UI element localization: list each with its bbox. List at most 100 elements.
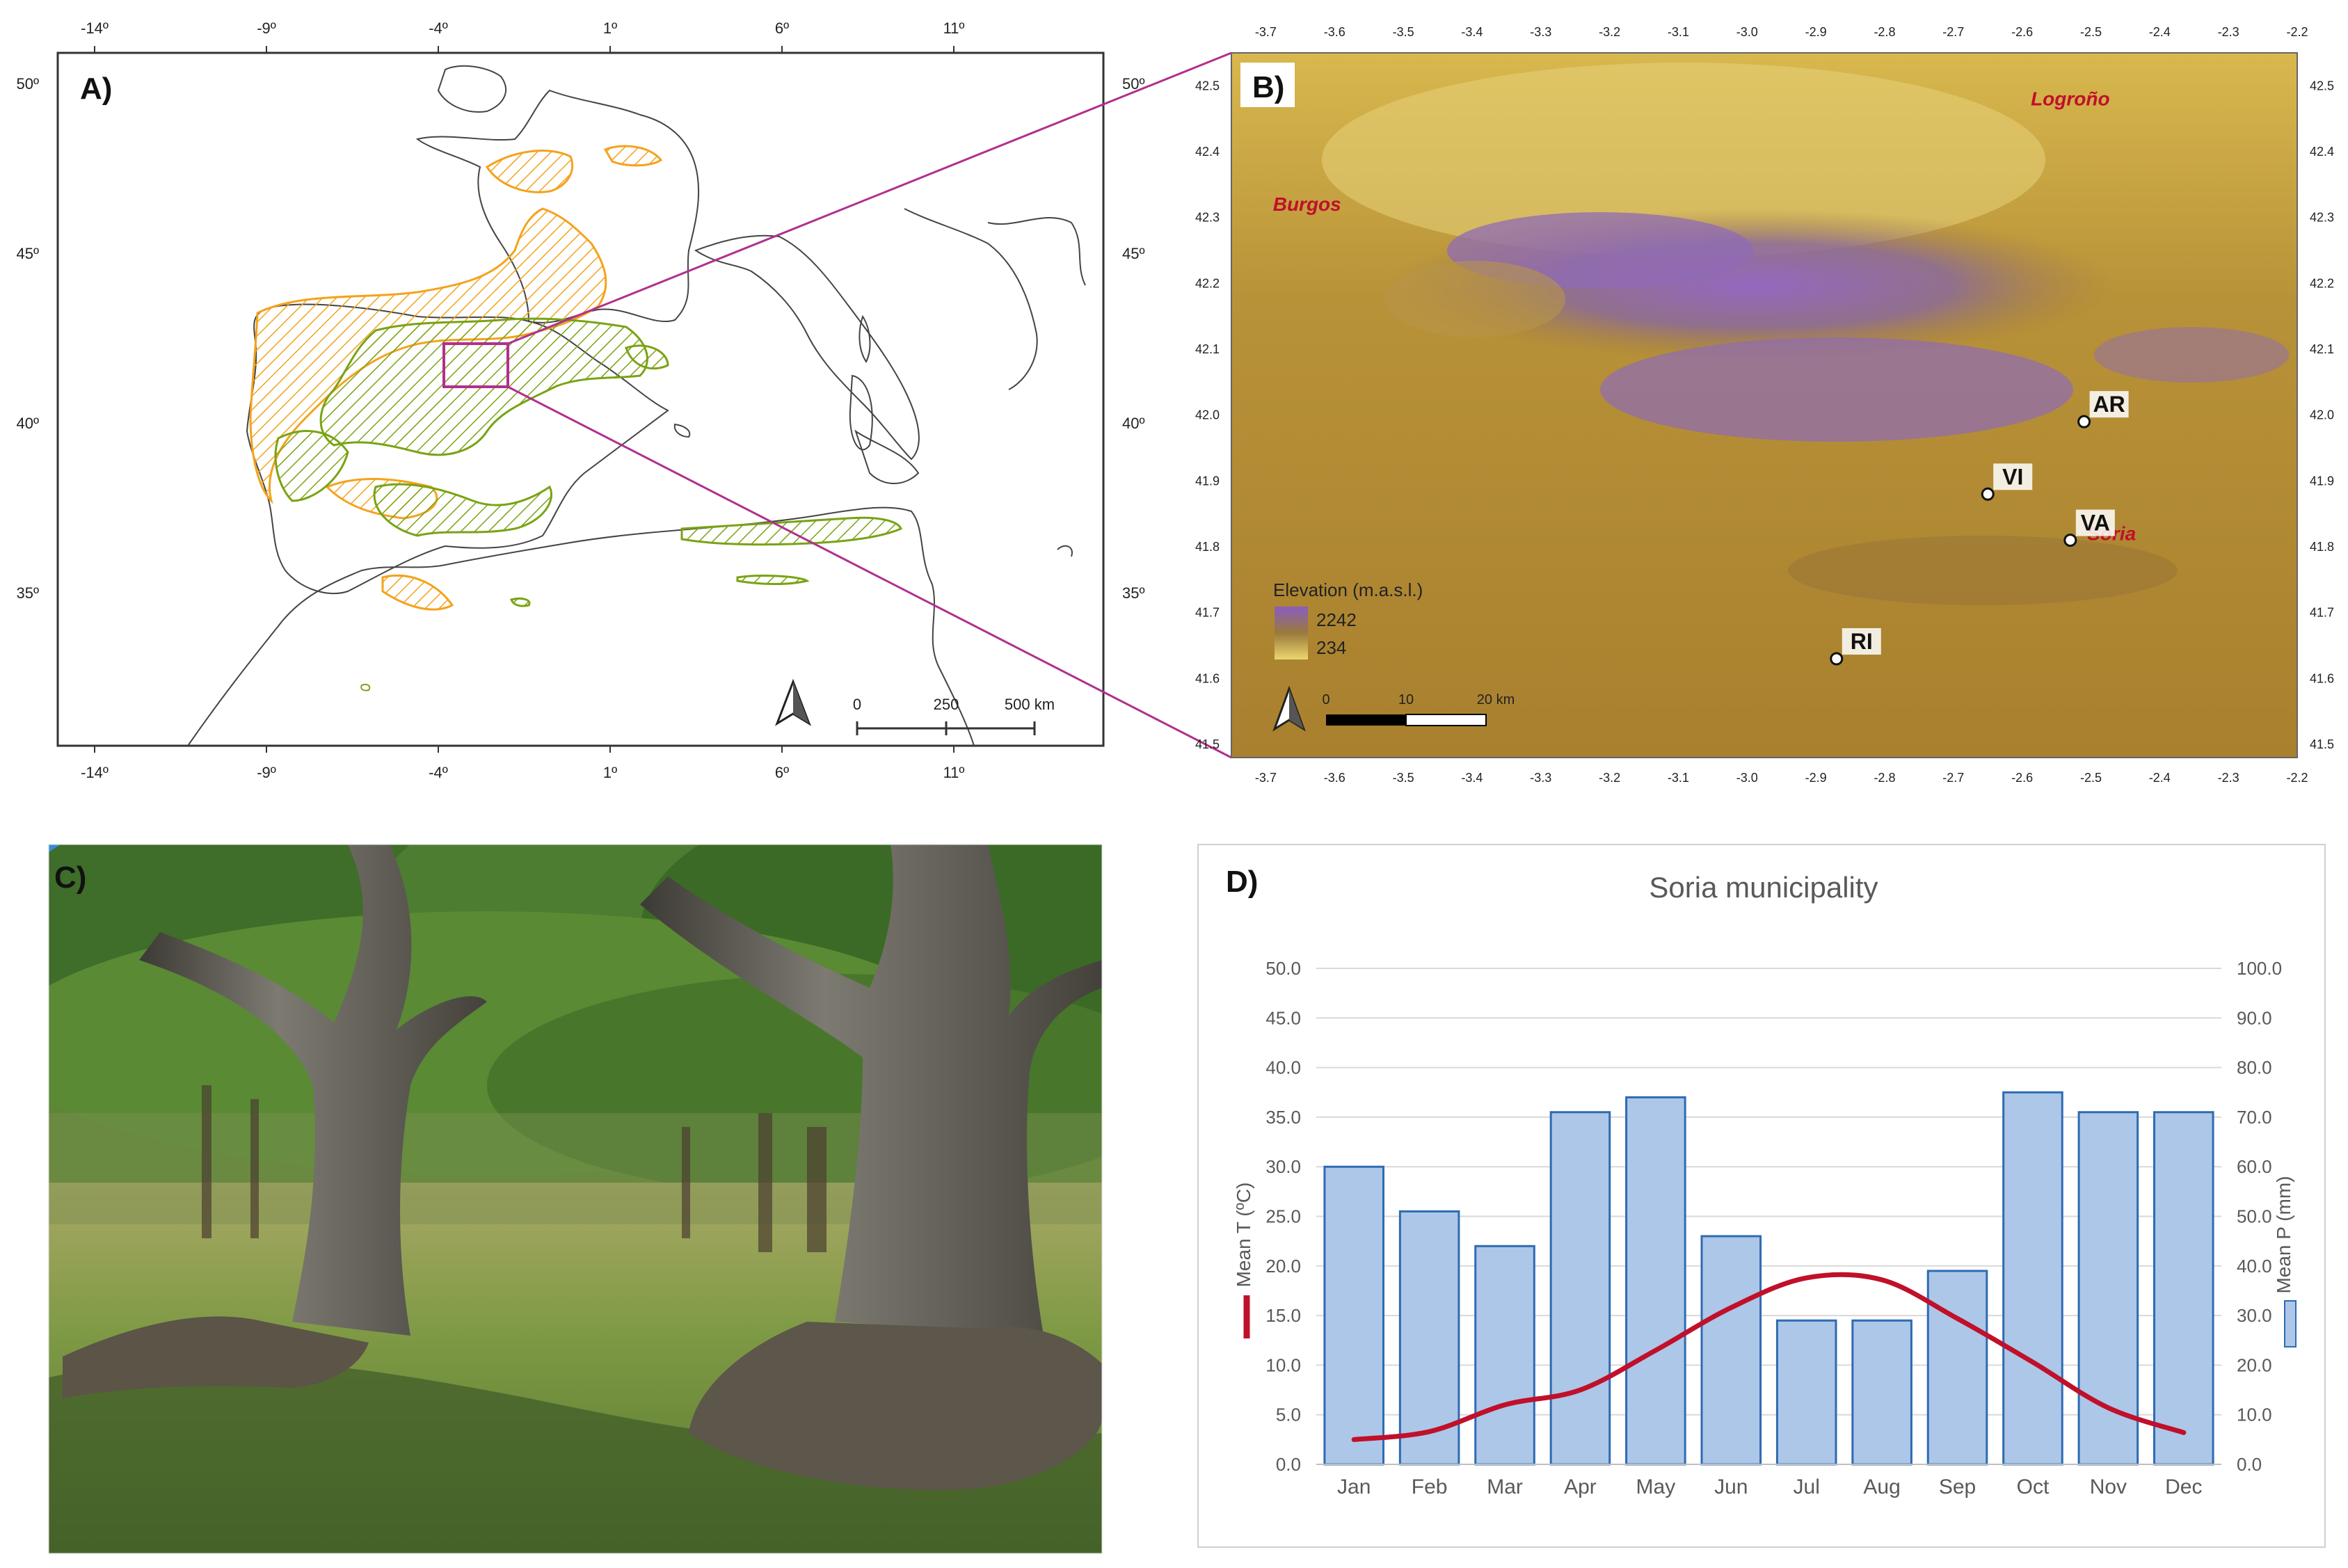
chart-ticks: 0.0 5.0 10.0 15.0 20.0 25.0 30.0 35.0 40.0 45.0 50… [1265, 958, 2282, 1498]
chart-right-tick: 70.0 [2237, 1107, 2272, 1128]
map-b-lat-tick-left: 42.3 [1195, 211, 1220, 225]
precipitation-bar [2077, 1111, 2139, 1466]
chart-right-tick: 0.0 [2237, 1454, 2262, 1475]
precipitation-bar [1926, 1270, 1988, 1466]
chart-category-label: Apr [1564, 1475, 1597, 1498]
map-b-lon-tick-bottom: -2.7 [1942, 771, 1964, 785]
map-b-lon-tick-top: -2.7 [1942, 25, 1964, 39]
site-label: VA [2081, 511, 2110, 536]
map-a-lat-tick-left: 50º [16, 75, 39, 93]
map-a-lon-tick-top: 11º [943, 19, 965, 37]
map-b-lon-tick-bottom: -2.6 [2011, 771, 2033, 785]
site-label-box [1842, 627, 1881, 655]
precipitation-bar [1625, 1096, 1686, 1466]
map-b-lon-tick-top: -3.0 [1736, 25, 1758, 39]
chart-right-tick: 50.0 [2237, 1206, 2272, 1227]
map-b-lon-tick-bottom: -2.2 [2286, 771, 2308, 785]
map-a: 0 250 500 km A) -14º -14º -9º -9º -4º -4º 1º 1º… [16, 19, 1144, 781]
oak-photograph: C) [48, 844, 1103, 1554]
map-b-lat-tick-right: 41.7 [2310, 606, 2334, 620]
site-marker [2077, 415, 2091, 429]
map-a-lat-tick-right: 45º [1122, 245, 1145, 262]
map-a-lon-ticks: -14º -14º -9º -9º -4º -4º 1º 1º 6º 6º 11º 11º [81, 19, 964, 781]
chart-right-tick: 100.0 [2237, 958, 2282, 979]
chart-right-tick: 30.0 [2237, 1305, 2272, 1326]
map-a-lon-tick-bottom: 11º [943, 764, 965, 781]
range-green-west [274, 430, 349, 502]
map-b-scale-label: 10 [1398, 692, 1414, 707]
site-marker [1830, 652, 1844, 666]
chart-ylabel-left: Mean T (ºC) [1233, 1183, 1254, 1288]
map-b-scale-label: 20 km [1477, 692, 1515, 707]
chart-temperature-line [1351, 1272, 2187, 1442]
site-marker [1981, 487, 1995, 501]
map-a-lat-tick-right: 35º [1122, 584, 1145, 602]
map-b-lon-tick-top: -2.4 [2149, 25, 2171, 39]
map-b-lon-tick-bottom: -2.3 [2218, 771, 2239, 785]
map-a-lat-tick-right: 40º [1122, 415, 1145, 432]
map-b-lat-tick-right: 42.3 [2310, 211, 2334, 225]
map-b-lon-tick-bottom: -3.7 [1255, 771, 1277, 785]
map-a-lon-tick-top: 6º [775, 19, 789, 37]
site-label-box [1993, 463, 2033, 490]
map-b-lon-tick-bottom: -3.0 [1736, 771, 1758, 785]
precipitation-bar [2002, 1091, 2063, 1466]
chart-category-label: Oct [2017, 1475, 2050, 1498]
site-label-box [2089, 391, 2129, 418]
map-b-lat-tick-left: 41.8 [1195, 540, 1220, 554]
elevation-legend-title: Elevation (m.a.s.l.) [1273, 579, 1423, 600]
chart-ylabel-right: Mean P (mm) [2273, 1176, 2294, 1293]
chart-left-tick: 50.0 [1265, 958, 1301, 979]
chart-right-tick: 60.0 [2237, 1156, 2272, 1177]
precipitation-bar [1398, 1210, 1460, 1466]
zoom-line-bottom [507, 385, 1232, 759]
map-b-lon-tick-bottom: -2.8 [1874, 771, 1895, 785]
chart-category-label: Jan [1337, 1475, 1371, 1498]
map-b-lat-tick-left: 41.9 [1195, 474, 1220, 488]
map-b-lat-tick-left: 42.2 [1195, 276, 1220, 290]
map-a-lon-tick-top: -14º [81, 19, 109, 37]
map-a-scale-label: 500 km [1005, 696, 1055, 713]
site-label: AR [2093, 392, 2125, 417]
chart-category-label: Nov [2090, 1475, 2127, 1498]
map-b-lat-tick-right: 42.1 [2310, 342, 2334, 356]
map-a-lon-tick-bottom: 1º [603, 764, 617, 781]
precipitation-bar [1775, 1319, 1837, 1466]
map-a-scale-label: 250 [934, 696, 959, 713]
map-b-lon-tick-bottom: -2.9 [1805, 771, 1827, 785]
city-label: Burgos [1273, 193, 1341, 215]
chart-bars [1316, 1091, 2221, 1466]
map-b-lat-tick-left: 42.0 [1195, 408, 1220, 422]
range-orange-africa [381, 574, 454, 611]
map-b-lon-tick-top: -3.1 [1668, 25, 1689, 39]
precipitation-bar [1549, 1111, 1611, 1466]
map-b-lat-tick-left: 42.5 [1195, 79, 1220, 93]
panel-label-a: A) [80, 72, 112, 106]
chart-left-tick: 35.0 [1265, 1107, 1301, 1128]
precipitation-bar [1851, 1319, 1912, 1466]
chart-left-tick: 15.0 [1265, 1305, 1301, 1326]
map-b-lon-ticks: -3.7 -3.7 -3.6 -3.6 -3.5 -3.5 -3.4 -3.4 -3.3 -3.3… [1255, 25, 2308, 785]
range-orange-france-2 [603, 145, 663, 167]
chart-left-tick: 25.0 [1265, 1206, 1301, 1227]
precipitation-bar [1323, 1165, 1384, 1466]
range-orange-france [485, 150, 574, 193]
elevation-legend-min: 234 [1316, 637, 1346, 658]
chart-title: Soria municipality [1649, 871, 1878, 904]
map-b-lon-tick-bottom: -3.2 [1599, 771, 1620, 785]
map-b-lon-tick-top: -3.5 [1393, 25, 1414, 39]
map-b-sites: AR VI VA RI [1830, 391, 2129, 666]
city-label: Logroño [2031, 88, 2110, 110]
map-b-lon-tick-top: -3.6 [1324, 25, 1345, 39]
map-b-lon-tick-top: -2.2 [2286, 25, 2308, 39]
map-a-scale-label: 0 [853, 696, 861, 713]
map-b-lon-tick-bottom: -2.4 [2149, 771, 2171, 785]
map-b-lon-tick-top: -2.9 [1805, 25, 1827, 39]
map-b-lon-tick-top: -2.6 [2011, 25, 2033, 39]
site-label: VI [2002, 464, 2023, 489]
panel-label-d: D) [1226, 865, 1258, 899]
chart-category-label: Jul [1794, 1475, 1820, 1498]
chart-category-label: Dec [2165, 1475, 2202, 1498]
